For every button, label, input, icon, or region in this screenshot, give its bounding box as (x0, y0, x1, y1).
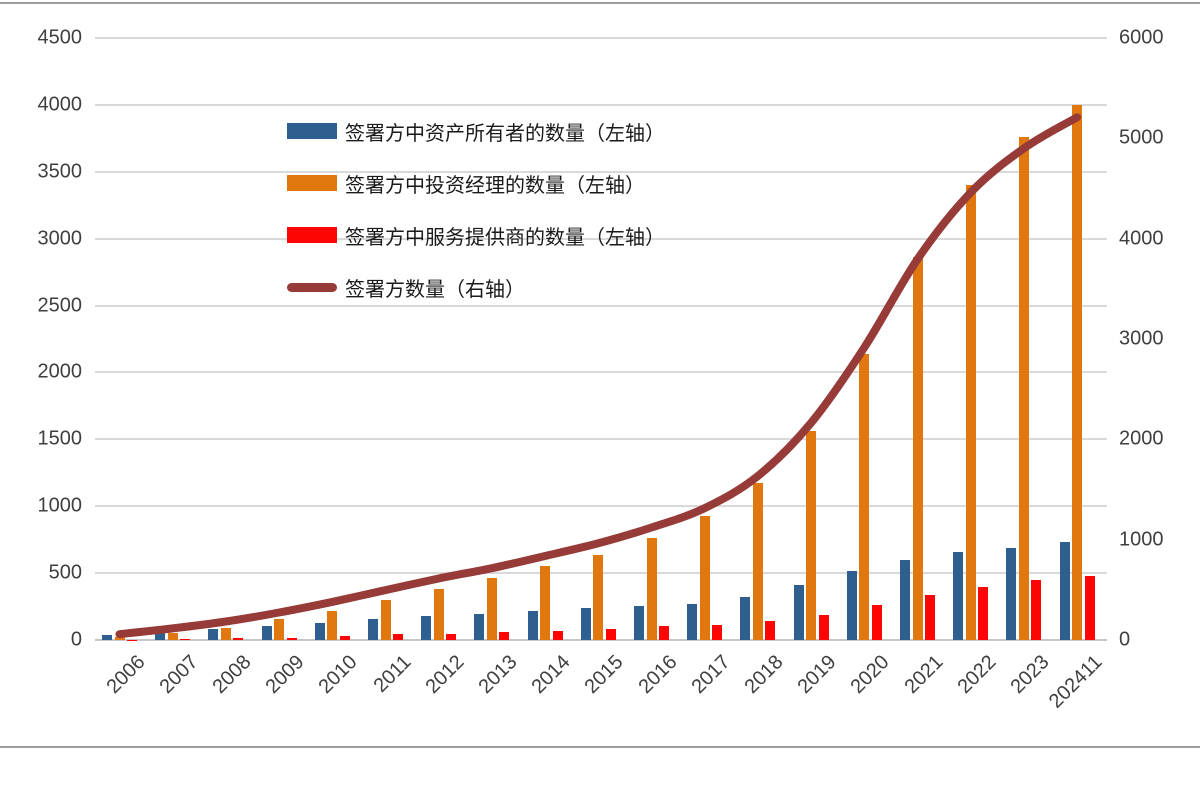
legend-item-1: 签署方中资产所有者的数量（左轴） (287, 105, 665, 157)
left-axis-label-500: 500 (12, 562, 82, 585)
left-axis-label-3500: 3500 (12, 160, 82, 183)
right-axis-label-1000: 1000 (1119, 528, 1164, 551)
legend-label-1: 签署方中资产所有者的数量（左轴） (345, 117, 665, 146)
legend-item-2: 签署方中投资经理的数量（左轴） (287, 157, 665, 209)
legend-swatch-bar-2 (287, 175, 337, 191)
right-axis-label-6000: 6000 (1119, 27, 1164, 50)
right-axis-label-4000: 4000 (1119, 227, 1164, 250)
left-axis-label-2500: 2500 (12, 294, 82, 317)
legend-item-3: 签署方中服务提供商的数量（左轴） (287, 209, 665, 261)
left-axis-label-4000: 4000 (12, 93, 82, 116)
left-axis-label-1000: 1000 (12, 495, 82, 518)
right-axis-label-2000: 2000 (1119, 428, 1164, 451)
legend-swatch-bar-3 (287, 227, 337, 243)
left-axis-label-3000: 3000 (12, 227, 82, 250)
right-axis-label-5000: 5000 (1119, 127, 1164, 150)
legend-swatch-bar-1 (287, 123, 337, 139)
top-border-line (0, 2, 1200, 4)
legend-label-2: 签署方中投资经理的数量（左轴） (345, 169, 645, 198)
legend-label-4: 签署方数量（右轴） (345, 273, 525, 302)
legend-item-4: 签署方数量（右轴） (287, 261, 665, 313)
left-axis-label-1500: 1500 (12, 428, 82, 451)
left-axis-label-4500: 4500 (12, 27, 82, 50)
right-axis-label-0: 0 (1119, 629, 1130, 652)
pri-signatory-growth-chart: 0 500 1000 1500 2000 2500 3000 3500 4000 4500 0 10… (0, 0, 1200, 750)
legend-swatch-line-4 (287, 283, 337, 292)
right-axis-label-3000: 3000 (1119, 328, 1164, 351)
bottom-border-line (0, 746, 1200, 748)
left-axis-label-2000: 2000 (12, 361, 82, 384)
legend-label-3: 签署方中服务提供商的数量（左轴） (345, 221, 665, 250)
left-axis-label-0: 0 (12, 629, 82, 652)
legend: 签署方中资产所有者的数量（左轴） 签署方中投资经理的数量（左轴） 签署方中服务提供商… (287, 105, 665, 313)
